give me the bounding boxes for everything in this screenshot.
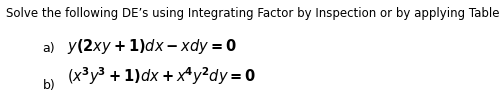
- Text: b): b): [42, 79, 55, 92]
- Text: $\bf{\it{y}}(2\bf{\it{x}}\bf{\it{y}}+1)\bf{\it{d}}\bf{\it{x}}-\bf{\it{x}}\bf{\it: $\bf{\it{y}}(2\bf{\it{x}}\bf{\it{y}}+1)\…: [67, 37, 238, 56]
- Text: $(\bf{\it{x}}^3\bf{\it{y}}^3+1)\bf{\it{d}}\bf{\it{x}}+\bf{\it{x}}^4\bf{\it{y}}^2: $(\bf{\it{x}}^3\bf{\it{y}}^3+1)\bf{\it{d…: [67, 66, 256, 87]
- Text: Solve the following DE’s using Integrating Factor by Inspection or by applying T: Solve the following DE’s using Integrati…: [6, 7, 499, 20]
- Text: a): a): [42, 42, 55, 55]
